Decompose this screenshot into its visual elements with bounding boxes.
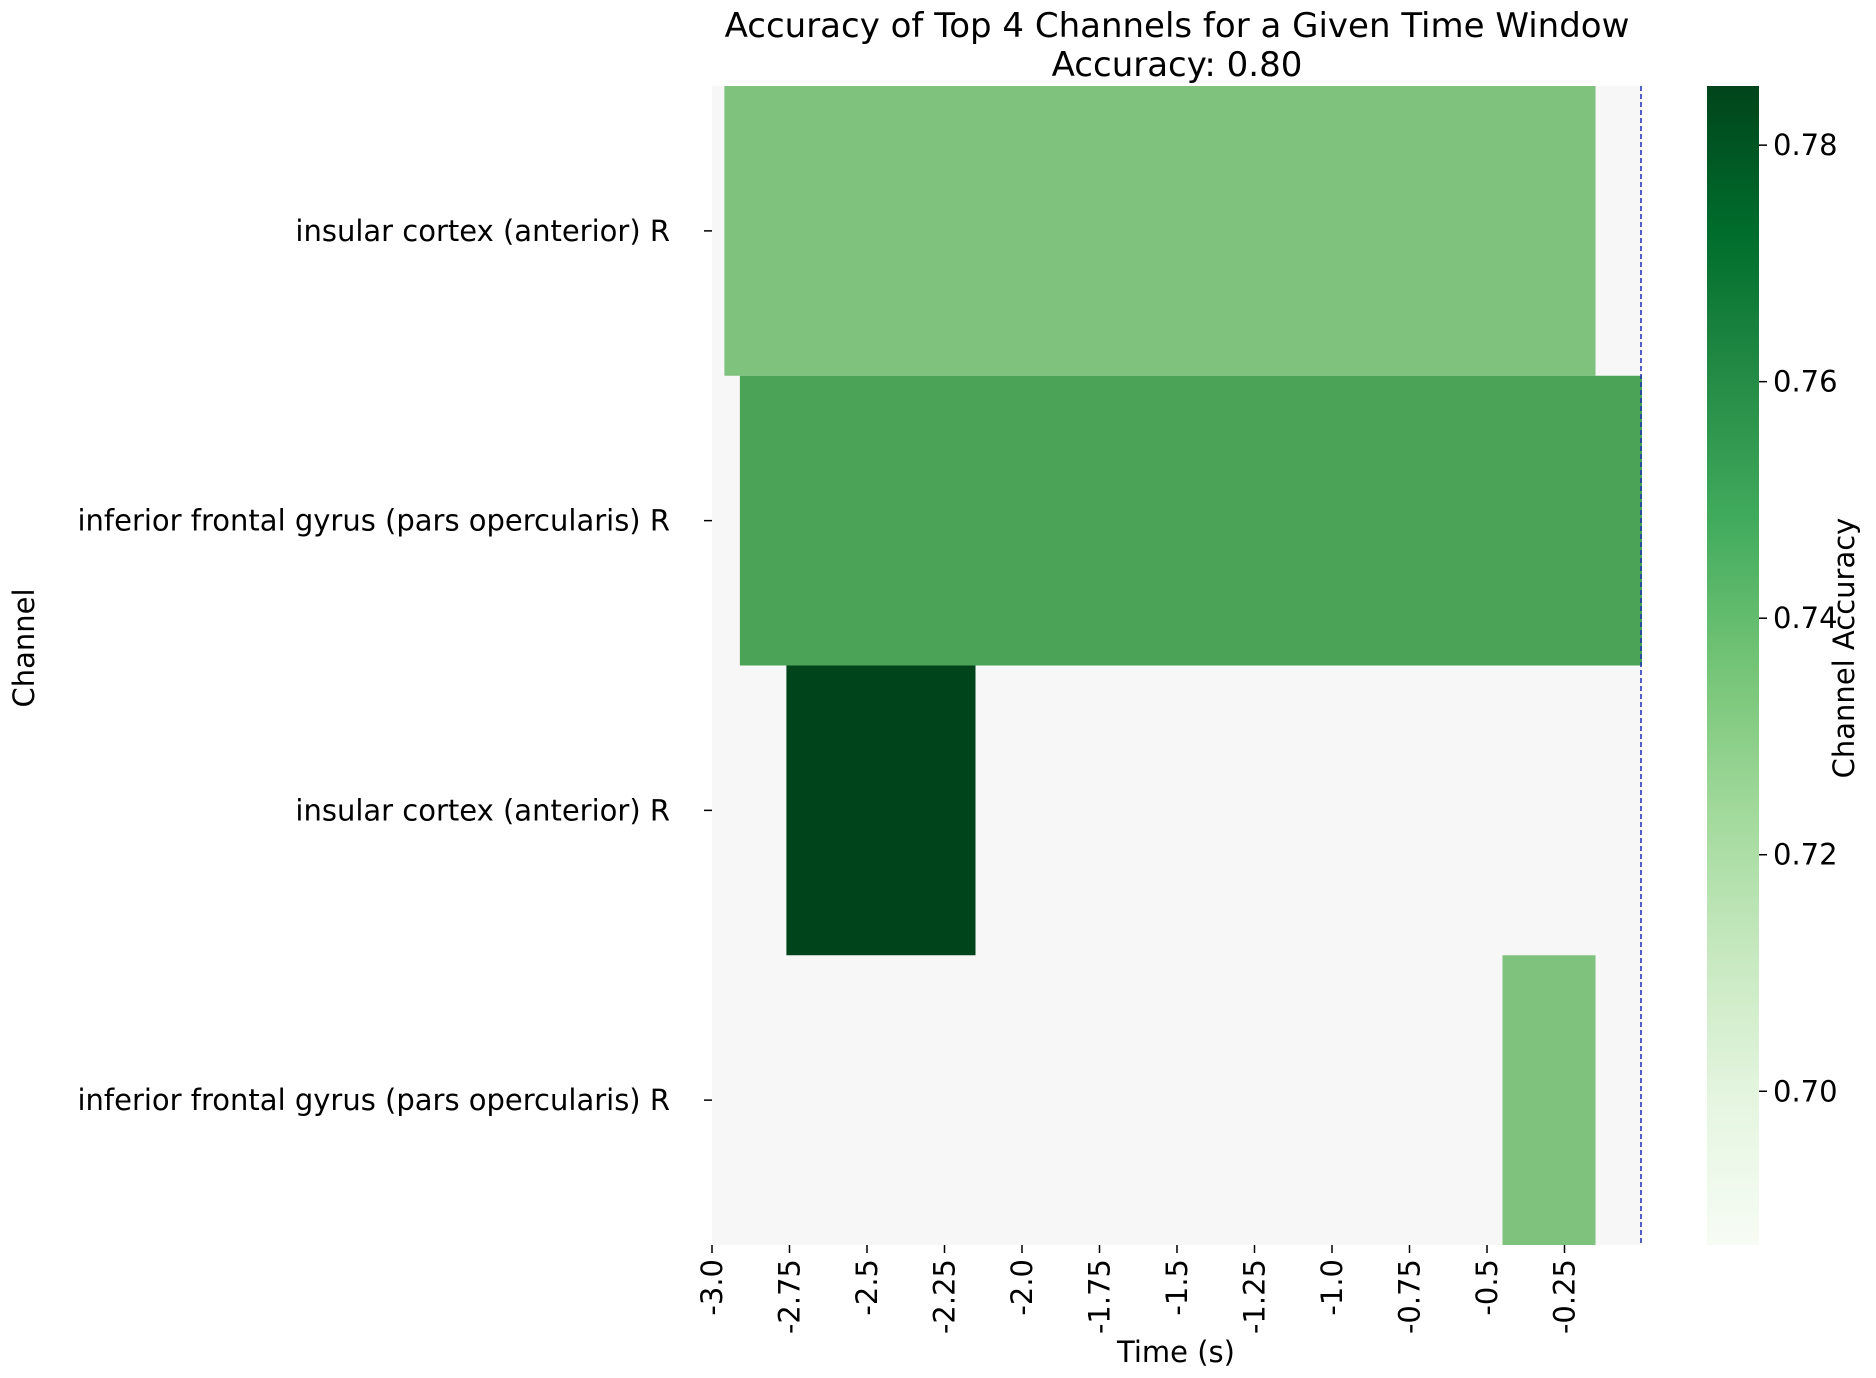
- y-axis-label: Channel: [7, 588, 41, 707]
- plot-area: [712, 86, 1642, 1245]
- colorbar-tick-label: 0.78: [1773, 128, 1838, 162]
- x-tick-label: -2.0: [1005, 1259, 1039, 1316]
- x-tick-label: -0.5: [1470, 1259, 1504, 1316]
- x-tick-label: -1.75: [1083, 1259, 1117, 1334]
- colorbar-tick-label: 0.74: [1773, 601, 1838, 635]
- colorbar-tick-label: 0.70: [1773, 1074, 1838, 1108]
- x-tick-label: -1.5: [1160, 1259, 1194, 1316]
- x-axis-label: Time (s): [1116, 1335, 1235, 1369]
- heatmap-cell-2: [739, 375, 1642, 666]
- heatmap-cell-4: [1502, 955, 1596, 1245]
- colorbar-gradient: [1707, 86, 1759, 1245]
- channel-label: insular cortex (anterior) R: [295, 793, 670, 827]
- channel-label: inferior frontal gyrus (pars opercularis…: [77, 1083, 670, 1117]
- colorbar-tick-label: 0.76: [1773, 365, 1838, 399]
- chart-title: Accuracy of Top 4 Channels for a Given T…: [725, 6, 1630, 46]
- channel-label: insular cortex (anterior) R: [295, 214, 670, 248]
- x-tick-label: -0.25: [1548, 1259, 1582, 1334]
- colorbar-tick-label: 0.72: [1773, 838, 1838, 872]
- channel-label: inferior frontal gyrus (pars opercularis…: [77, 504, 670, 538]
- x-tick-label: -1.25: [1238, 1259, 1272, 1334]
- x-tick-label: -2.75: [773, 1259, 807, 1334]
- colorbar-label: Channel Accuracy: [1827, 518, 1861, 779]
- x-axis-ticks: -3.0 -2.75 -2.5 -2.25 -2.0 -1.75 -1.5 -1.25 -1.0…: [695, 1245, 1582, 1334]
- heatmap-cell-3: [786, 665, 976, 956]
- x-tick-label: -3.0: [695, 1259, 729, 1316]
- chart-subtitle: Accuracy: 0.80: [1052, 45, 1303, 85]
- x-tick-label: -1.0: [1315, 1259, 1349, 1316]
- x-tick-label: -2.25: [928, 1259, 962, 1334]
- x-tick-label: -2.5: [850, 1259, 884, 1316]
- colorbar: 0.70 0.72 0.74 0.76 0.78: [1707, 86, 1838, 1245]
- y-axis-ticks: insular cortex (anterior) R inferior fron…: [77, 214, 712, 1117]
- heatmap-cell-1: [724, 86, 1596, 376]
- x-tick-label: -0.75: [1393, 1259, 1427, 1334]
